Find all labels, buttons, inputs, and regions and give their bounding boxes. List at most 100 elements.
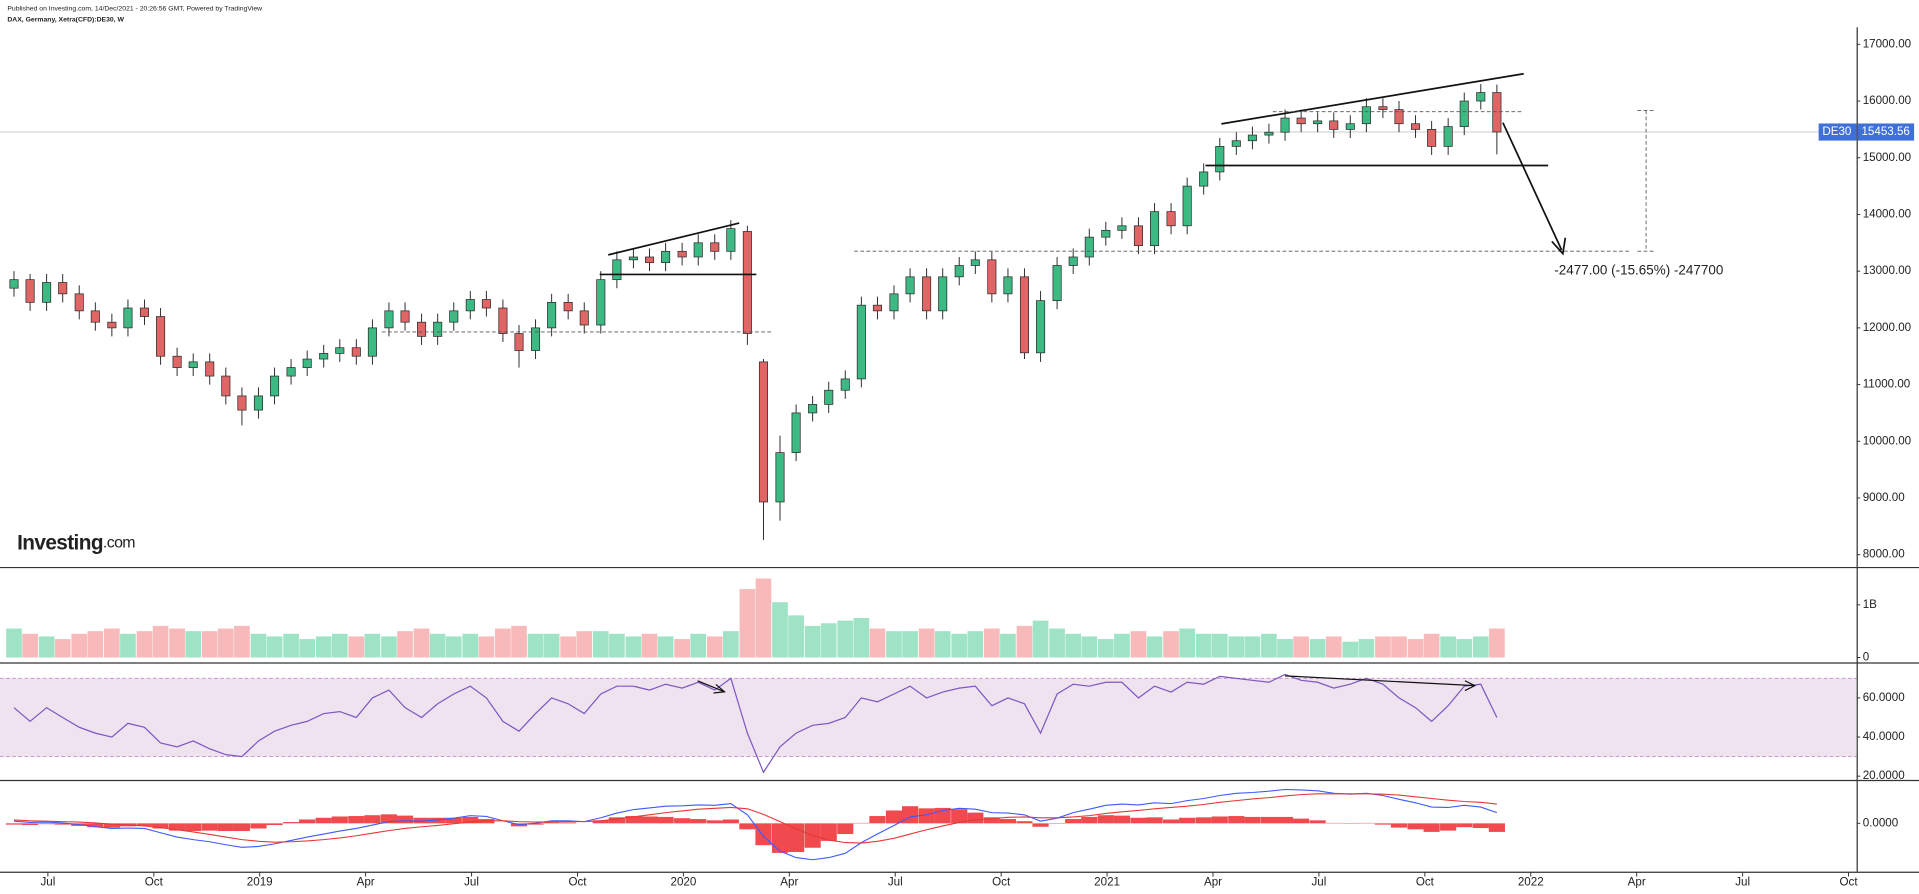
volume-bar	[755, 578, 772, 658]
candle-body	[1101, 229, 1111, 238]
y-tick-label: 12000.00	[1863, 321, 1911, 334]
x-tick-label: Jul	[464, 876, 479, 889]
macd-histogram-bar	[299, 819, 316, 824]
macd-histogram-bar	[641, 816, 658, 824]
volume-bar	[495, 628, 511, 658]
macd-histogram-bar	[169, 823, 186, 831]
macd-histogram-bar	[869, 816, 886, 824]
candle-body	[1459, 100, 1469, 127]
measure-annotation: -2477.00 (-15.65%) -247700	[1554, 262, 1723, 277]
macd-histogram-bar	[592, 820, 609, 824]
candle-body	[1264, 131, 1274, 136]
candle-body	[1492, 92, 1502, 133]
volume-bar	[1211, 633, 1228, 658]
macd-histogram-bar	[38, 823, 55, 825]
volume-bar	[1407, 639, 1424, 658]
volume-bar	[266, 636, 283, 658]
x-tick-label: Oct	[1840, 876, 1859, 889]
arrow-head	[713, 683, 726, 694]
macd-histogram-bar	[1440, 823, 1457, 831]
volume-bar	[690, 633, 707, 658]
volume-bar	[429, 633, 446, 658]
macd-histogram-bar	[152, 823, 169, 829]
candle-body	[1133, 225, 1143, 247]
macd-histogram-bar	[54, 823, 71, 825]
macd-histogram-bar	[674, 818, 691, 824]
symbol-title: DAX, Germany, Xetra(CFD):DE30, W	[7, 17, 124, 24]
volume-bar	[984, 628, 1000, 658]
macd-line	[13, 788, 1498, 861]
candle-body	[449, 310, 459, 323]
volume-bar	[217, 628, 234, 658]
y-tick-label: 40.0000	[1863, 730, 1905, 743]
macd-histogram-bar	[429, 817, 446, 824]
candle-body	[253, 395, 263, 411]
volume-bar	[1228, 636, 1245, 658]
volume-bar	[1000, 633, 1016, 658]
logo: Investing.com	[17, 531, 135, 554]
macd-histogram-bar	[1211, 816, 1228, 824]
candle-body	[840, 378, 850, 391]
candle-body	[74, 293, 84, 312]
volume-bar	[527, 633, 544, 658]
y-tick-label: 15000.00	[1863, 151, 1911, 164]
arrow-head	[1551, 237, 1567, 256]
y-tick-label: 11000.00	[1863, 378, 1911, 391]
volume-bar	[283, 633, 299, 658]
macd-histogram-bar	[1097, 815, 1114, 824]
volume-bar	[1342, 641, 1359, 658]
macd-histogram-bar	[315, 817, 332, 824]
candle-body	[987, 259, 997, 295]
macd-histogram-bar	[185, 823, 202, 832]
volume-bar	[1472, 636, 1489, 658]
candle-body	[1313, 120, 1323, 125]
candle-body	[938, 276, 948, 312]
logo-word: Investing	[17, 531, 103, 554]
candle-body	[514, 333, 524, 351]
candle-body	[889, 293, 899, 312]
volume-bar	[592, 631, 609, 658]
volume-bar	[886, 631, 902, 658]
macd-histogram-bar	[5, 823, 23, 825]
y-tick-label: 8000.00	[1863, 548, 1905, 561]
candle-body	[970, 259, 980, 266]
x-tick-label: Jul	[1735, 876, 1750, 889]
x-tick-label: Apr	[1204, 876, 1222, 889]
macd-line	[13, 793, 1497, 844]
volume-bar	[120, 633, 136, 658]
volume-bar	[315, 636, 332, 658]
macd-histogram-bar	[901, 806, 919, 824]
x-tick-label: Oct	[992, 876, 1011, 889]
macd-histogram-bar	[445, 817, 462, 824]
y-tick-label: 14000.00	[1863, 208, 1911, 221]
macd-histogram-bar	[1130, 817, 1147, 824]
candle-body	[498, 307, 508, 334]
volume-bar	[1456, 639, 1473, 658]
candle-body	[1084, 236, 1094, 258]
macd-histogram-bar	[282, 822, 300, 824]
macd-histogram-bar	[380, 814, 398, 824]
volume-bar	[609, 633, 625, 658]
macd-histogram-bar	[1423, 823, 1440, 832]
candle-body	[1199, 171, 1209, 187]
macd-histogram-bar	[999, 819, 1017, 824]
volume-bar	[364, 633, 381, 658]
macd-histogram-bar	[1390, 823, 1408, 828]
macd-histogram-bar	[462, 816, 479, 824]
x-tick-label: Apr	[357, 876, 375, 889]
y-tick-label: 17000.00	[1863, 37, 1911, 50]
volume-bar	[250, 633, 267, 658]
volume-bar	[1261, 633, 1277, 658]
macd-histogram-bar	[1244, 816, 1261, 824]
candle-body	[1182, 185, 1192, 227]
macd-histogram-bar	[1032, 823, 1049, 827]
candle-body	[1215, 146, 1225, 173]
x-tick-label: 2022	[1518, 876, 1544, 889]
volume-bar	[38, 636, 55, 658]
volume-bar	[104, 628, 120, 658]
macd-histogram-bar	[87, 823, 104, 828]
x-tick-label: Jul	[40, 876, 55, 889]
candle-body	[612, 259, 622, 281]
candle-body	[710, 242, 720, 252]
volume-bar	[22, 633, 38, 658]
